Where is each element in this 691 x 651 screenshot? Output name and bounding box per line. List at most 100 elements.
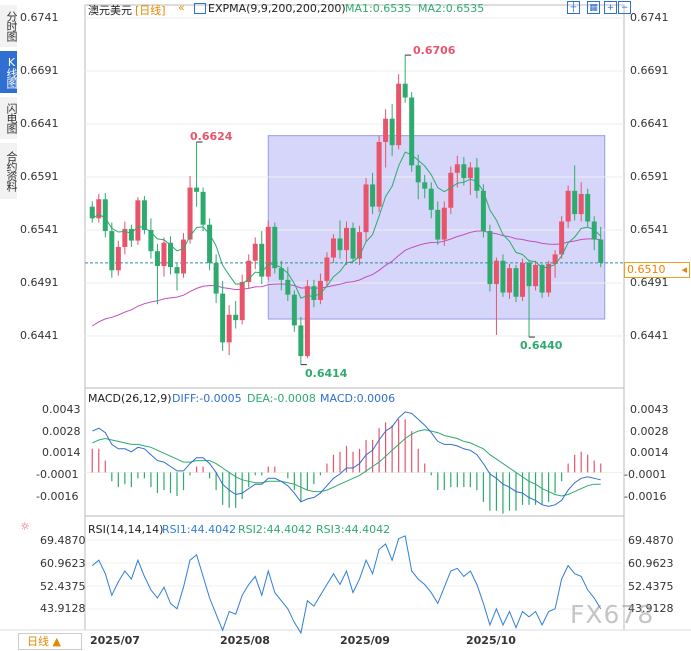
rsi3-value: RSI3:44.4042 <box>316 523 391 536</box>
candle-body <box>181 239 187 274</box>
rsi-tick-label-right: 69.4870 <box>628 534 674 547</box>
candle-body <box>233 314 239 321</box>
candle-body <box>317 280 323 300</box>
macd-dea: DEA:-0.0008 <box>247 392 316 405</box>
candle-body <box>200 191 206 225</box>
rsi1-value: RSI1:44.4042 <box>162 523 237 536</box>
x-tick-label: 2025/07 <box>90 634 140 647</box>
candle-body <box>337 238 343 251</box>
macd-tick-label: 0.0028 <box>42 425 81 438</box>
x-tick-label: 2025/10 <box>466 634 516 647</box>
ma2-value: MA2:0.6535 <box>418 2 485 15</box>
ma2-line <box>92 230 601 327</box>
period-selector[interactable]: 日线 ▲ <box>18 633 82 650</box>
candle-body <box>591 221 597 240</box>
candle-body <box>128 228 134 241</box>
candle-body <box>102 199 108 232</box>
grid-icon[interactable]: ▦ <box>587 1 600 14</box>
dea-line <box>92 429 601 497</box>
macd-value: MACD:0.0006 <box>320 392 396 405</box>
high-annotation: 0.6624 <box>190 130 233 143</box>
macd-diff: DIFF:-0.0005 <box>172 392 242 405</box>
candle-body <box>148 230 154 252</box>
zoom-out-icon[interactable]: − <box>618 1 631 14</box>
tab-timeshare[interactable]: 分时图 <box>0 5 18 47</box>
period-tag: [日线] <box>135 4 166 17</box>
candle-body <box>506 268 512 293</box>
zoom-in-icon[interactable]: + <box>604 1 617 14</box>
candle-body <box>285 279 291 295</box>
macd-tick-label-right: 0.0028 <box>630 425 669 438</box>
high-annotation: 0.6706 <box>413 44 456 57</box>
candle-body <box>220 293 226 343</box>
indicator-icon[interactable] <box>194 3 206 14</box>
candle-body <box>252 243 258 261</box>
price-pointer-icon: ◂ <box>681 263 687 276</box>
candle-body <box>141 200 147 230</box>
rsi-name: RSI(14,14,14) <box>88 523 164 536</box>
candle-body <box>174 267 180 274</box>
macd-tick-label: -0.0001 <box>36 468 79 481</box>
crosshair-icon[interactable]: ┼ <box>567 1 580 14</box>
rsi-tick-label: 43.9128 <box>40 602 86 615</box>
candle-body <box>278 268 284 280</box>
current-price-tag: 0.6510 ◂ <box>624 262 690 278</box>
candle-body <box>533 264 539 287</box>
y-tick-label: 0.6441 <box>20 329 59 342</box>
y-tick-label-right: 0.6741 <box>630 11 669 24</box>
candle-body <box>480 190 486 232</box>
candle-body <box>135 200 141 241</box>
candle-body <box>500 260 506 293</box>
candle-body <box>396 83 402 146</box>
settings-icon[interactable]: ☼ <box>20 520 30 533</box>
candle-body <box>487 231 493 285</box>
expand-icon[interactable]: « <box>178 1 185 14</box>
y-tick-label-right: 0.6591 <box>630 170 669 183</box>
candle-body <box>383 118 389 143</box>
low-annotation: 0.6414 <box>305 367 348 380</box>
candle-body <box>291 294 297 326</box>
tab-flash[interactable]: 闪电图 <box>0 97 18 139</box>
candle-body <box>344 227 349 251</box>
candle-body <box>493 260 499 285</box>
y-tick-label-right: 0.6441 <box>630 329 669 342</box>
macd-tick-label-right: -0.0001 <box>624 468 667 481</box>
candle-body <box>167 242 173 268</box>
y-tick-label: 0.6541 <box>20 223 59 236</box>
candle-body <box>259 243 265 277</box>
candle-body <box>409 97 415 166</box>
y-tick-label-right: 0.6641 <box>630 117 669 130</box>
candle-body <box>578 193 584 215</box>
candle-body <box>239 281 245 321</box>
candle-body <box>122 228 128 247</box>
y-tick-label: 0.6641 <box>20 117 59 130</box>
y-tick-label-right: 0.6491 <box>630 276 669 289</box>
macd-tick-label: 0.0043 <box>42 403 81 416</box>
candle-body <box>559 221 565 255</box>
candle-body <box>513 268 519 297</box>
rsi2-value: RSI2:44.4042 <box>238 523 313 536</box>
macd-tick-label-right: -0.0016 <box>624 490 667 503</box>
rsi1-line <box>91 535 602 635</box>
candle-body <box>402 83 408 98</box>
rsi-tick-label: 60.9623 <box>40 557 86 570</box>
tab-contract-info[interactable]: 合约资料 <box>0 143 18 199</box>
indicator-name: EXPMA(9,9,200,200,200) <box>208 2 346 15</box>
candle-body <box>448 172 454 208</box>
candle-body <box>546 263 552 293</box>
macd-tick-label-right: 0.0014 <box>630 446 669 459</box>
candle-body <box>213 262 219 294</box>
candle-body <box>572 190 578 215</box>
candle-body <box>520 262 526 297</box>
candle-body <box>187 187 193 240</box>
candle-body <box>435 209 441 240</box>
candle-body <box>526 262 532 287</box>
watermark-logo: FX678 <box>570 600 655 629</box>
candle-body <box>304 286 310 357</box>
y-tick-label-right: 0.6541 <box>630 223 669 236</box>
tab-kline[interactable]: K线图 <box>0 51 18 93</box>
candle-body <box>357 232 363 259</box>
candle-body <box>598 239 604 263</box>
macd-tick-label: -0.0016 <box>36 490 79 503</box>
